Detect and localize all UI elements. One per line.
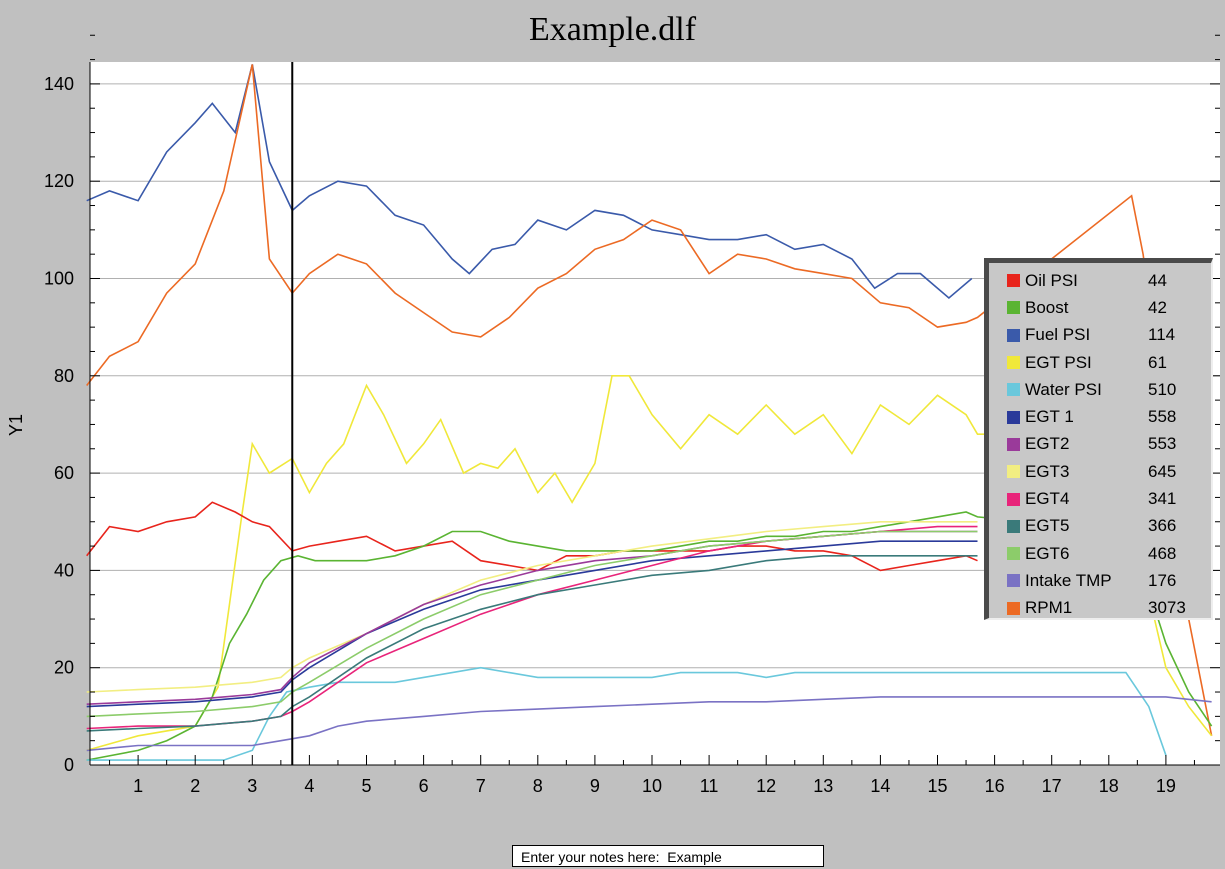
y-tick-label: 60 [54,463,74,483]
legend-swatch [1007,356,1020,370]
legend-value: 3073 [1148,598,1186,618]
legend-item: Water PSI 510 [1007,376,1211,403]
series-lines [86,64,1213,761]
legend-swatch [1007,383,1020,397]
legend-value: 510 [1148,379,1177,399]
legend-value: 366 [1148,516,1177,536]
x-tick-label: 1 [133,776,143,796]
legend-label: EGT3 [1025,461,1070,481]
x-tick-label: 14 [870,776,890,796]
legend-swatch [1007,465,1020,479]
x-tick-label: 16 [985,776,1005,796]
x-tick-label: 17 [1042,776,1062,796]
legend-item: EGT6 468 [1007,540,1211,567]
legend-label: Fuel PSI [1025,325,1091,345]
legend-item: EGT 1 558 [1007,403,1211,430]
x-tick-label: 7 [476,776,486,796]
series-line-fuel-psi[interactable] [86,64,973,300]
x-tick-label: 11 [700,776,719,796]
y-tick-label: 80 [54,366,74,386]
legend-value: 61 [1148,352,1167,372]
y-tick-label: 140 [44,74,74,94]
legend-item: EGT3 645 [1007,458,1211,485]
series-line-egt6[interactable] [86,530,978,718]
x-tick-label: 8 [533,776,543,796]
legend-label: EGT2 [1025,434,1070,454]
legend-label: Water PSI [1025,379,1102,399]
legend-value: 176 [1148,570,1177,590]
legend-item: RPM1 3073 [1007,595,1211,622]
series-line-egt5[interactable] [86,554,978,732]
legend-value: 645 [1148,461,1177,481]
y-tick-label: 40 [54,560,74,580]
legend-label: EGT 1 [1025,407,1074,427]
series-line-intake-tmp[interactable] [86,696,1212,752]
x-tick-label: 15 [927,776,947,796]
x-tick-label: 19 [1156,776,1176,796]
y-tick-label: 100 [44,269,74,289]
legend-swatch [1007,410,1020,424]
series-line-oil-psi[interactable] [86,501,978,572]
legend-item: Fuel PSI 114 [1007,322,1211,349]
x-tick-label: 3 [247,776,257,796]
legend-panel: Oil PSI 44 Boost 42 Fuel PSI 114 EGT PSI 61 Wate… [984,258,1213,620]
legend-label: EGT4 [1025,489,1070,509]
x-tick-label: 9 [590,776,600,796]
x-tick-label: 18 [1099,776,1119,796]
legend-value: 558 [1148,407,1177,427]
legend-item: Intake TMP 176 [1007,567,1211,594]
legend-swatch [1007,274,1020,288]
x-tick-label: 2 [190,776,200,796]
notes-field[interactable]: Enter your notes here: Example [512,845,824,867]
y-tick-label: 120 [44,171,74,191]
legend-value: 42 [1148,297,1167,317]
x-tick-label: 4 [304,776,314,796]
legend-label: EGT6 [1025,543,1070,563]
y-axis-label: Y1 [6,414,26,436]
legend-item: EGT PSI 61 [1007,349,1211,376]
legend-value: 44 [1148,270,1167,290]
legend-item: Oil PSI 44 [1007,267,1211,294]
x-tick-label: 10 [642,776,662,796]
legend-value: 553 [1148,434,1177,454]
chart-title: Example.dlf [528,11,697,48]
x-tick-label: 13 [813,776,833,796]
legend-swatch [1007,492,1020,506]
legend-swatch [1007,574,1020,588]
legend-item: Boost 42 [1007,294,1211,321]
legend-value: 468 [1148,543,1177,563]
x-tick-label: 6 [419,776,429,796]
legend-swatch [1007,547,1020,561]
y-tick-label: 20 [54,658,74,678]
series-line-egt-psi[interactable] [86,374,1213,752]
legend-label: EGT5 [1025,516,1070,536]
legend-value: 114 [1148,325,1176,345]
legend-swatch [1007,301,1020,315]
series-line-egt3[interactable] [86,520,978,693]
legend-label: Boost [1025,297,1069,317]
legend-item: EGT2 553 [1007,431,1211,458]
legend-swatch [1007,328,1020,342]
legend-label: RPM1 [1025,598,1073,618]
legend-swatch [1007,437,1020,451]
y-tick-label: 0 [64,755,74,775]
legend-swatch [1007,519,1020,533]
legend-label: EGT PSI [1025,352,1092,372]
series-line-boost[interactable] [86,511,1213,761]
x-tick-label: 5 [361,776,371,796]
series-line-egt-1[interactable] [86,540,978,708]
legend-value: 341 [1148,489,1177,509]
legend-item: EGT5 366 [1007,513,1211,540]
series-line-rpm1[interactable] [86,64,1213,736]
legend-swatch [1007,601,1020,615]
legend-item: EGT4 341 [1007,485,1211,512]
legend-label: Intake TMP [1025,570,1112,590]
legend-label: Oil PSI [1025,270,1078,290]
x-tick-label: 12 [756,776,776,796]
